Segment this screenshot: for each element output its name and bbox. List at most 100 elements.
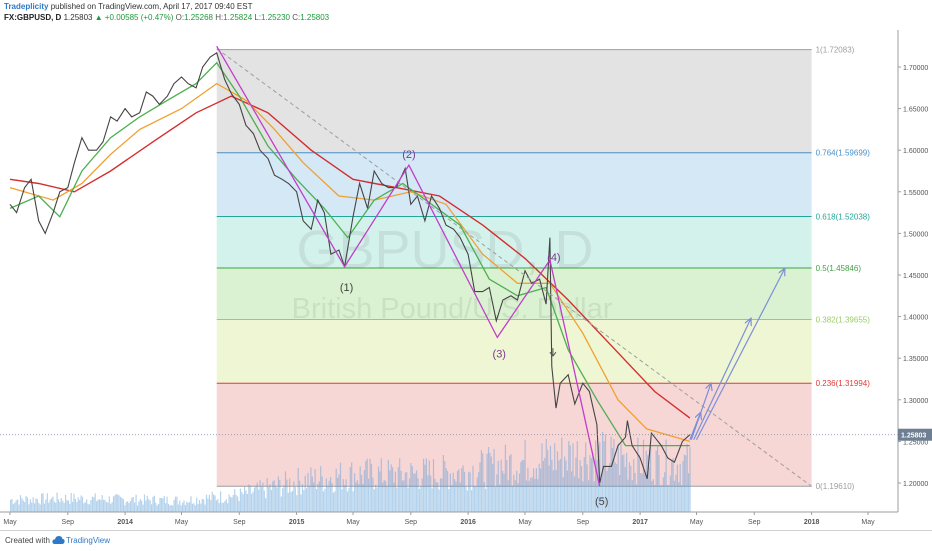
volume-bar [487, 447, 490, 512]
volume-bar [571, 471, 573, 512]
volume-bar [303, 489, 305, 512]
volume-bar [681, 485, 683, 512]
volume-bar [516, 470, 518, 512]
created-with-text: Created with [5, 536, 50, 545]
fib-level-label: 1(1.72083) [816, 46, 855, 55]
time-tick-label: Sep [233, 519, 246, 526]
volume-bar [112, 496, 115, 512]
volume-bar [141, 500, 143, 512]
volume-bar [647, 455, 649, 512]
volume-bar [562, 477, 564, 512]
volume-bar [337, 478, 339, 512]
volume-bar [575, 457, 577, 512]
volume-bar [189, 502, 191, 512]
volume-bar [411, 466, 413, 512]
volume-bar [393, 482, 395, 512]
volume-bar [363, 470, 365, 512]
volume-bar [439, 478, 442, 512]
volume-bar [592, 452, 594, 512]
volume-bar [345, 479, 347, 512]
volume-bar [655, 450, 657, 512]
volume-bar [568, 441, 570, 512]
volume-bar [528, 480, 530, 512]
drawings-layer[interactable] [216, 45, 812, 487]
volume-bar [466, 490, 468, 512]
last-price: 1.25803 [63, 13, 93, 22]
chart-header: Tradeplicity published on TradingView.co… [4, 1, 329, 29]
projection-arrow-2[interactable] [693, 318, 751, 440]
volume-bar [18, 504, 20, 512]
volume-bar [373, 489, 375, 512]
volume-bar [463, 471, 466, 512]
volume-bar [330, 477, 332, 512]
volume-bar [610, 436, 612, 512]
volume-bar [400, 470, 402, 512]
volume-bar [414, 473, 416, 512]
volume-bar [294, 487, 296, 512]
volume-bar [111, 502, 113, 512]
volume-bar [31, 502, 33, 512]
wave-label: (1) [340, 282, 353, 294]
volume-bar [315, 489, 318, 512]
volume-bar [143, 494, 146, 512]
volume-bar [551, 459, 553, 512]
volume-bar [296, 495, 298, 512]
time-tick-label: May [690, 519, 704, 526]
fib-band-2 [216, 216, 812, 268]
high-label: H: [215, 13, 224, 22]
volume-bar [93, 497, 95, 512]
volume-bar [555, 470, 557, 512]
volume-bar [685, 455, 687, 512]
volume-bar [117, 494, 119, 512]
volume-bar [165, 503, 167, 512]
projection-arrow-1[interactable] [690, 383, 711, 440]
volume-bar [207, 498, 209, 512]
volume-bar [465, 486, 467, 512]
volume-bar [383, 479, 385, 512]
volume-bar [283, 485, 285, 512]
elliott-wave-path[interactable] [216, 45, 601, 487]
volume-bar [627, 479, 629, 512]
volume-bar [387, 459, 389, 512]
volume-bar [198, 500, 201, 512]
volume-bar [203, 499, 205, 512]
volume-bar [170, 504, 172, 512]
price-axis[interactable]: 1.70000 1.65000 1.60000 1.55000 1.50000 1.450… [897, 0, 932, 512]
volume-bar [665, 439, 667, 512]
volume-bar [138, 501, 140, 512]
price-tick-label: 1.60000 [903, 148, 928, 155]
volume-bar [576, 441, 578, 512]
volume-bar [187, 502, 189, 512]
volume-bar [686, 444, 688, 512]
volume-bar [616, 464, 618, 512]
fib-level-label: 0.236(1.31994) [816, 379, 871, 388]
fibonacci-retracement[interactable] [0, 30, 898, 512]
volume-bar [325, 478, 327, 512]
volume-bar [517, 483, 519, 512]
volume-bar [205, 494, 208, 512]
price-tick-label: 1.65000 [903, 107, 928, 114]
volume-bar [437, 482, 439, 512]
volume-bar [160, 498, 162, 512]
volume-bar [76, 501, 78, 512]
volume-bar [369, 458, 371, 512]
wave-label: (2) [402, 149, 415, 161]
volume-bar [184, 505, 186, 512]
volume-bar [208, 494, 210, 512]
volume-bar [418, 488, 420, 512]
time-tick-label: May [346, 519, 360, 526]
time-axis[interactable]: May Sep 2014 May Sep 2015 May Sep 2016 May Sep 2017… [0, 511, 932, 530]
volume-bar [549, 445, 552, 512]
projection-arrow-3[interactable] [695, 268, 784, 441]
volume-bar [191, 503, 193, 512]
publisher-name[interactable]: Tradeplicity [4, 2, 49, 11]
volume-bar [473, 486, 475, 512]
price-tick-label: 1.20000 [903, 481, 928, 488]
volume-bar [662, 477, 664, 512]
price-tick-label: 1.70000 [903, 65, 928, 72]
volume-bar [341, 489, 343, 512]
tradingview-brand[interactable]: TradingView [66, 536, 111, 545]
volume-bar [476, 477, 478, 512]
volume-bar [361, 474, 363, 512]
